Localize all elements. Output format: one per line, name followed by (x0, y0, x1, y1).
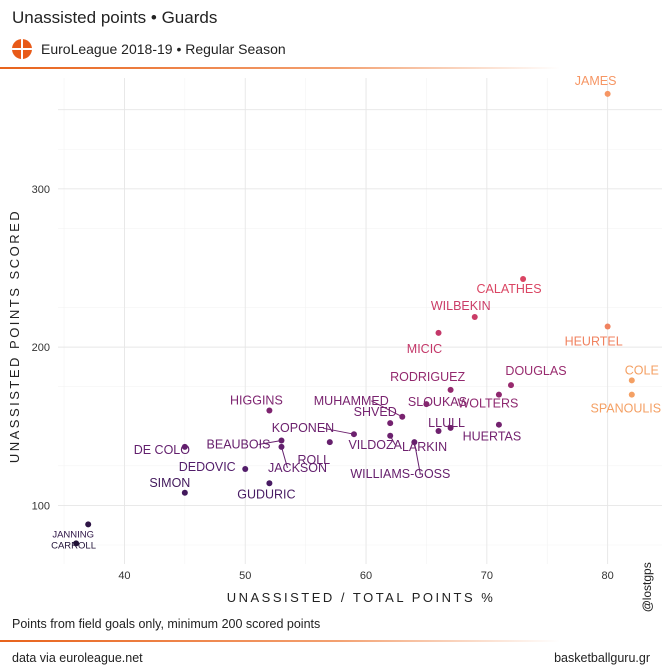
data-point (471, 314, 478, 321)
point-label: MICIC (407, 342, 442, 356)
point-label: LARKIN (402, 440, 447, 454)
leader-line (371, 400, 403, 418)
data-point (73, 540, 80, 547)
point-label: SIMON (149, 476, 190, 490)
data-point (447, 386, 454, 393)
data-source-link[interactable]: data via euroleague.net (12, 651, 143, 665)
data-point (628, 377, 635, 384)
point-label: JAMES (575, 74, 617, 88)
leader-line (413, 442, 421, 475)
label-leader-lines (258, 400, 421, 475)
data-point (628, 391, 635, 398)
subtitle-row: EuroLeague 2018-19 • Regular Season (12, 38, 286, 60)
point-label: SHVED (354, 405, 397, 419)
x-axis-title: UNASSISTED / TOTAL POINTS % (227, 590, 496, 605)
data-point (435, 428, 442, 435)
point-label: CARROLL (51, 540, 96, 551)
point-label: DE COLO (134, 443, 191, 457)
data-point (495, 391, 502, 398)
point-label: JACKSON (268, 461, 327, 475)
leader-line (322, 427, 355, 435)
y-tick-label: 300 (32, 184, 50, 196)
data-point (520, 276, 527, 283)
data-point (423, 401, 430, 408)
point-label: GUDURIC (237, 487, 295, 501)
point-label: RODRIGUEZ (390, 370, 465, 384)
x-tick-label: 70 (481, 570, 493, 582)
site-link[interactable]: basketballguru.gr (554, 651, 650, 665)
point-label: WILLIAMS-GOSS (350, 467, 450, 481)
point-label: ROLL (297, 453, 330, 467)
chart-caption: Points from field goals only, minimum 20… (12, 617, 321, 631)
data-point (85, 521, 92, 528)
at-symbol: @ (640, 600, 654, 612)
x-tick-label: 40 (118, 570, 130, 582)
data-point (181, 443, 188, 450)
x-tick-label: 80 (602, 570, 614, 582)
y-tick-label: 100 (32, 500, 50, 512)
data-point (399, 413, 406, 420)
point-label: MUHAMMED (314, 394, 389, 408)
x-tick-label: 50 (239, 570, 251, 582)
point-label: CALATHES (477, 282, 542, 296)
x-tick-label: 60 (360, 570, 372, 582)
point-label: HIGGINS (230, 393, 283, 407)
data-point (326, 439, 333, 446)
point-label: WILBEKIN (431, 299, 491, 313)
data-point (387, 432, 394, 439)
data-point (242, 466, 249, 473)
point-label: DOUGLAS (505, 364, 566, 378)
point-label: SLOUKAS (408, 395, 467, 409)
point-label: JANNING (52, 529, 94, 540)
data-point (387, 420, 394, 427)
data-point (495, 421, 502, 428)
footer-divider (0, 640, 560, 642)
data-point (604, 90, 611, 97)
author-handle: @lostgps (640, 552, 654, 612)
point-label: BEAUBOIS (207, 438, 271, 452)
point-label: DEDOVIC (179, 460, 236, 474)
chart-subtitle: EuroLeague 2018-19 • Regular Season (41, 41, 286, 57)
header-divider (0, 67, 560, 69)
euroleague-ball-logo-icon (12, 39, 32, 59)
data-point (447, 424, 454, 431)
leader-line (258, 440, 282, 446)
data-point (278, 437, 285, 444)
leader-line (280, 446, 288, 468)
data-point (435, 329, 442, 336)
y-tick-label: 200 (32, 342, 50, 354)
data-point (181, 489, 188, 496)
data-point (266, 480, 273, 487)
point-label: SPANOULIS (590, 402, 661, 416)
data-points (73, 90, 635, 547)
data-point (350, 431, 357, 438)
data-point (508, 382, 514, 389)
point-label: COLE (625, 363, 659, 377)
data-point (604, 323, 611, 330)
point-labels: JAMES CALATHES WILBEKIN HEURTEL MICIC COLE DOU… (51, 74, 661, 552)
point-label: WOLTERS (457, 397, 518, 411)
point-label: HUERTAS (463, 430, 522, 444)
y-axis-title: UNASSISTED POINTS SCORED (7, 209, 22, 463)
point-label: VILDOZA (348, 438, 402, 452)
point-label: HEURTEL (565, 335, 623, 349)
point-label: LLULL (428, 416, 465, 430)
point-label: KOPONEN (272, 421, 335, 435)
data-point (278, 443, 285, 450)
chart-title: Unassisted points • Guards (12, 8, 218, 27)
data-point (266, 407, 273, 414)
author-handle-text: lostgps (640, 562, 654, 601)
axis-tick-labels: 40 50 60 70 80 100 200 300 (32, 184, 614, 582)
grid-lines (58, 78, 662, 564)
data-point (411, 439, 418, 446)
